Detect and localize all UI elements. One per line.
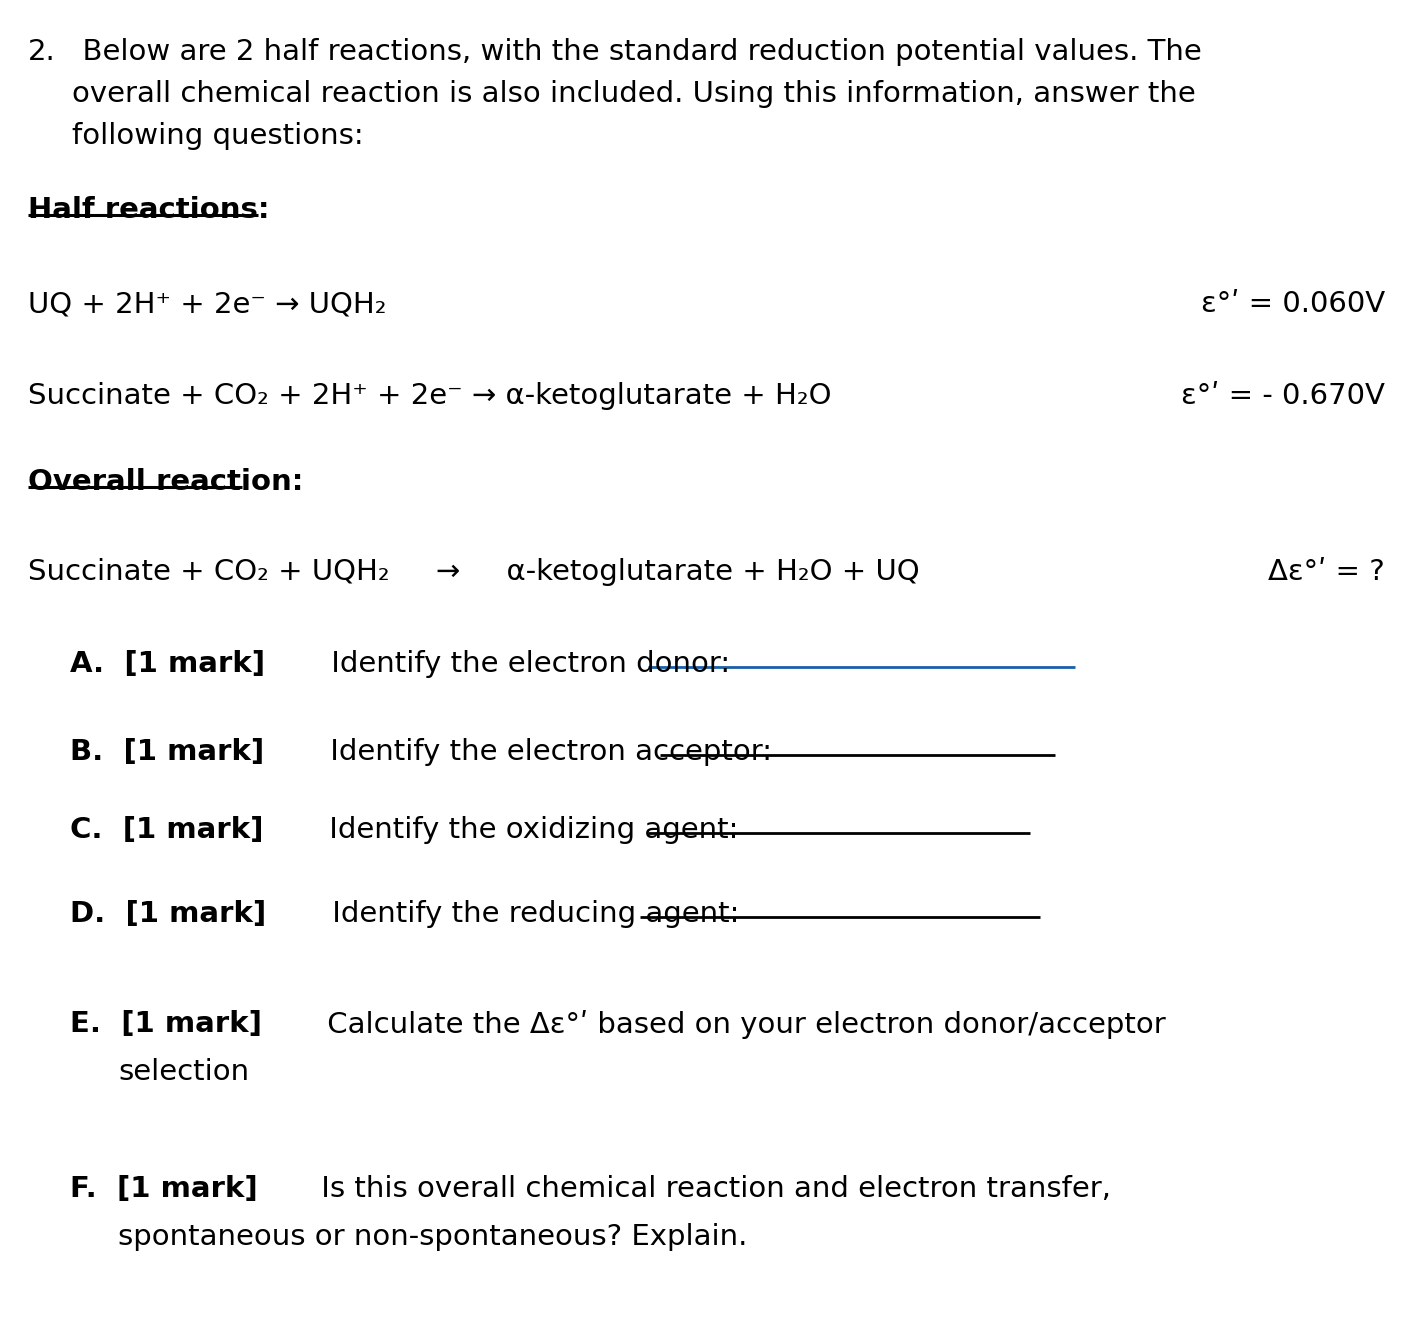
Text: Overall reaction:: Overall reaction: <box>28 469 304 496</box>
Text: F.  [1 mark]: F. [1 mark] <box>70 1175 258 1203</box>
Text: ε°ʹ = - 0.670V: ε°ʹ = - 0.670V <box>1181 382 1384 410</box>
Text: spontaneous or non-spontaneous? Explain.: spontaneous or non-spontaneous? Explain. <box>118 1223 747 1251</box>
Text: E.  [1 mark]: E. [1 mark] <box>70 1010 263 1038</box>
Text: selection: selection <box>118 1058 248 1086</box>
Text: Calculate the Δε°ʹ based on your electron donor/acceptor: Calculate the Δε°ʹ based on your electro… <box>318 1010 1166 1040</box>
Text: following questions:: following questions: <box>72 122 364 150</box>
Text: Identify the reducing agent:: Identify the reducing agent: <box>324 900 740 928</box>
Text: UQ + 2H⁺ + 2e⁻ → UQH₂: UQ + 2H⁺ + 2e⁻ → UQH₂ <box>28 290 386 318</box>
Text: Below are 2 half reactions, with the standard reduction potential values. The: Below are 2 half reactions, with the sta… <box>64 39 1201 67</box>
Text: Succinate + CO₂ + 2H⁺ + 2e⁻ → α-ketoglutarate + H₂O: Succinate + CO₂ + 2H⁺ + 2e⁻ → α-ketoglut… <box>28 382 832 410</box>
Text: 2.: 2. <box>28 39 55 67</box>
Text: Identify the electron acceptor:: Identify the electron acceptor: <box>321 737 771 767</box>
Text: overall chemical reaction is also included. Using this information, answer the: overall chemical reaction is also includ… <box>72 80 1196 108</box>
Text: C.  [1 mark]: C. [1 mark] <box>70 816 264 844</box>
Text: Δε°ʹ = ?: Δε°ʹ = ? <box>1268 558 1384 586</box>
Text: Half reactions:: Half reactions: <box>28 196 270 224</box>
Text: Succinate + CO₂ + UQH₂     →     α-ketoglutarate + H₂O + UQ: Succinate + CO₂ + UQH₂ → α-ketoglutarate… <box>28 558 920 586</box>
Text: B.  [1 mark]: B. [1 mark] <box>70 737 264 767</box>
Text: Is this overall chemical reaction and electron transfer,: Is this overall chemical reaction and el… <box>312 1175 1112 1203</box>
Text: Identify the oxidizing agent:: Identify the oxidizing agent: <box>320 816 738 844</box>
Text: A.  [1 mark]: A. [1 mark] <box>70 650 266 677</box>
Text: D.  [1 mark]: D. [1 mark] <box>70 900 267 928</box>
Text: Identify the electron donor:: Identify the electron donor: <box>322 650 730 677</box>
Text: ε°ʹ = 0.060V: ε°ʹ = 0.060V <box>1201 290 1384 318</box>
